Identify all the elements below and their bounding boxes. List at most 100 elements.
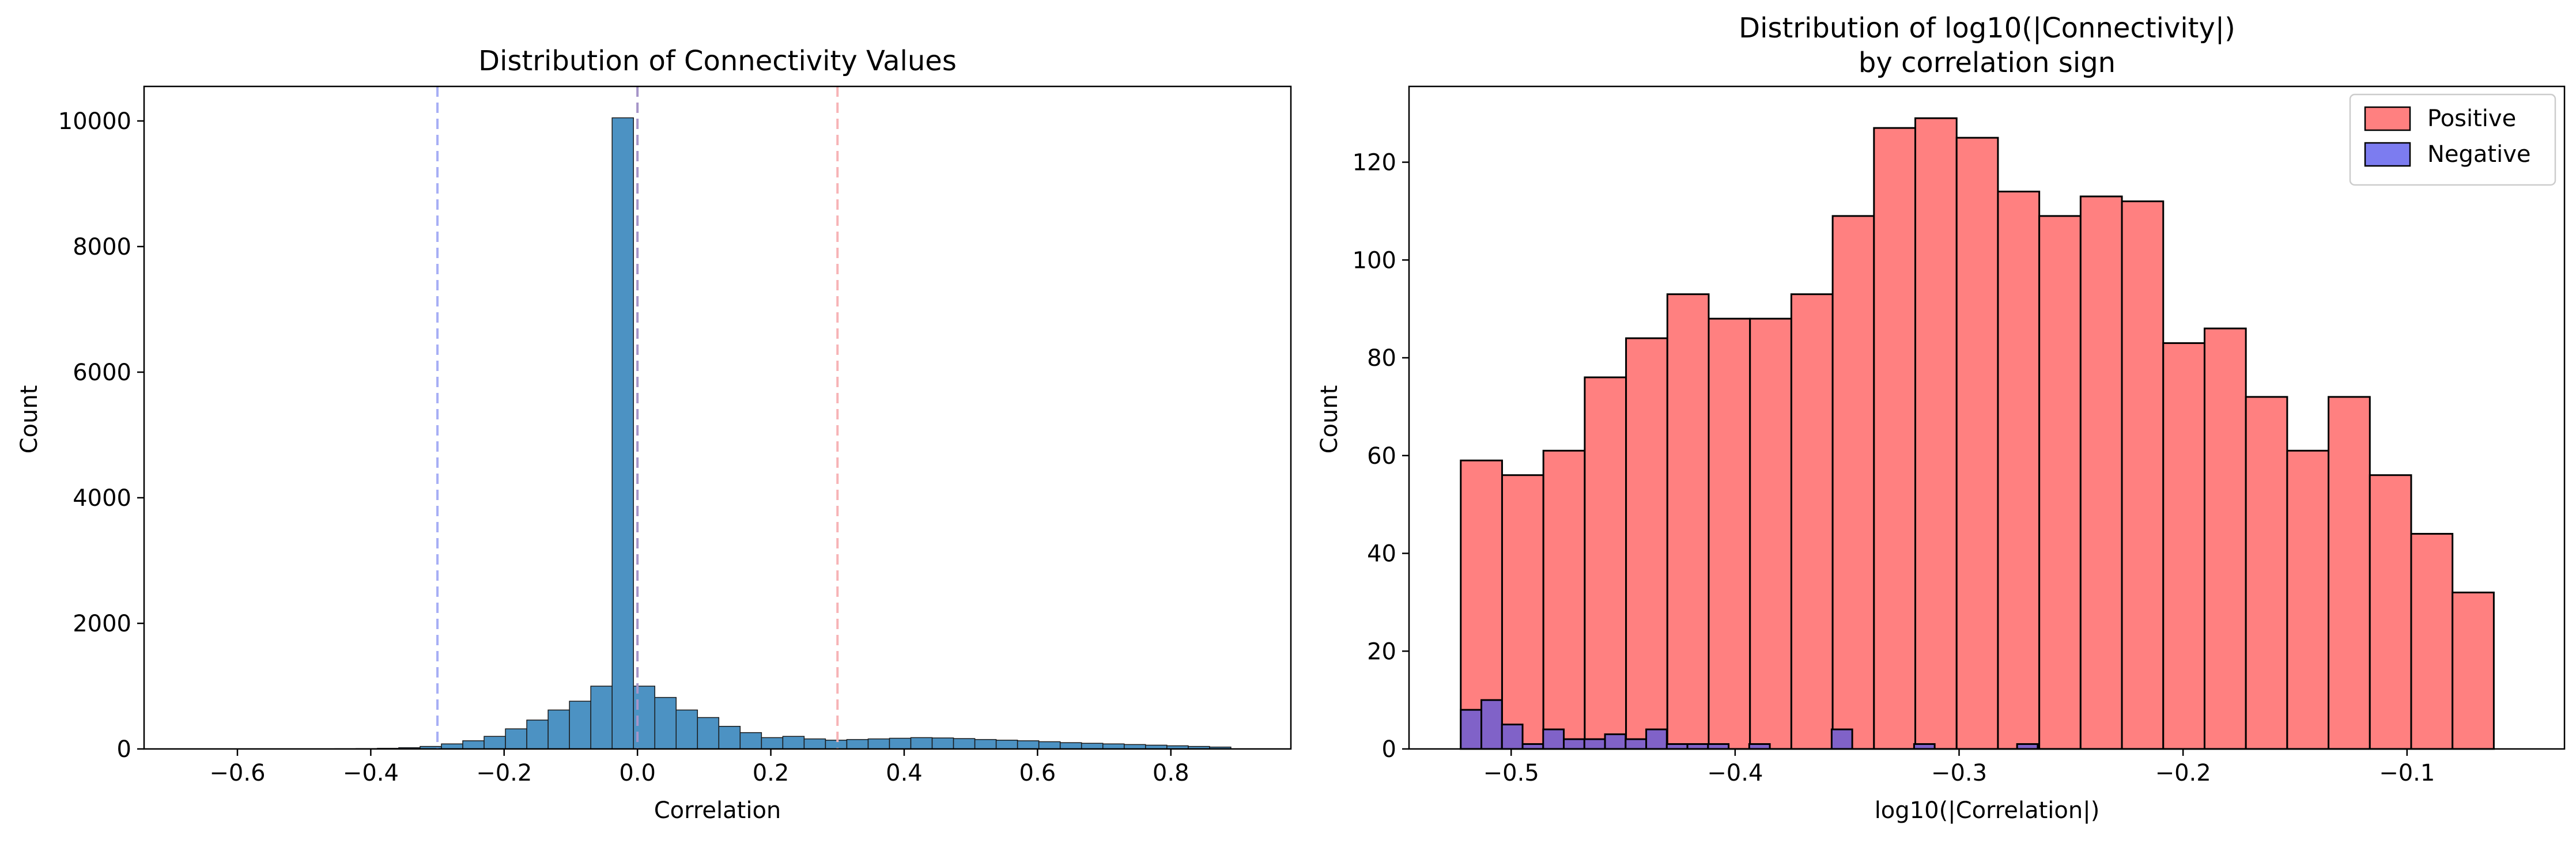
histogram-bar (996, 740, 1018, 749)
positive-bar (1956, 138, 1998, 749)
right-chart-title: Distribution of log10(|Connectivity|) (1739, 12, 2235, 44)
histogram-bar (1018, 741, 1039, 749)
positive-bar (1502, 475, 1543, 749)
x-tick-label: 0.6 (1019, 760, 1056, 786)
x-tick-label: 0.8 (1153, 760, 1189, 786)
y-tick-label: 20 (1367, 638, 1396, 665)
x-tick-label: −0.6 (209, 760, 265, 786)
x-tick-label: 0.4 (886, 760, 923, 786)
y-tick-label: 120 (1353, 150, 1396, 176)
histogram-bar (484, 736, 505, 749)
histogram-bar (548, 710, 569, 749)
histogram-bar (719, 726, 740, 749)
histogram-bar (1039, 741, 1060, 749)
y-tick-label: 80 (1367, 345, 1396, 372)
positive-bar (2329, 397, 2370, 749)
histogram-bar (740, 733, 761, 749)
histogram-bar (612, 118, 633, 749)
histogram-bar (911, 737, 932, 749)
positive-bar (2411, 534, 2453, 749)
negative-bar (1543, 729, 1564, 749)
negative-bar (1564, 739, 1585, 749)
y-tick-label: 4000 (73, 485, 131, 512)
negative-bar (1831, 729, 1852, 749)
negative-bar (1667, 744, 1687, 749)
positive-bar (2163, 343, 2205, 749)
histogram-bar (527, 720, 548, 749)
positive-bar (1791, 294, 1833, 749)
x-tick-label: −0.1 (2379, 760, 2435, 786)
y-tick-label: 60 (1367, 443, 1396, 470)
positive-bar (1833, 216, 1874, 749)
right-chart-subtitle: by correlation sign (1859, 47, 2116, 79)
positive-bar (1626, 338, 1668, 749)
positive-bar (2453, 592, 2494, 749)
x-tick-label: −0.4 (1707, 760, 1763, 786)
positive-bar (2039, 216, 2081, 749)
histogram-bar (1082, 743, 1103, 749)
x-tick-label: −0.3 (1931, 760, 1987, 786)
histogram-bar (1060, 743, 1082, 749)
histogram-bar (954, 739, 975, 749)
legend-swatch-negative (2365, 143, 2410, 166)
left-chart-title: Distribution of Connectivity Values (478, 45, 957, 77)
positive-bar (2246, 397, 2287, 749)
y-tick-label: 6000 (73, 359, 131, 386)
left-x-axis-label: Correlation (654, 797, 781, 824)
negative-bar (1687, 744, 1708, 749)
positive-bar (1543, 451, 1585, 749)
histogram-bar (783, 736, 804, 749)
negative-bar (1584, 739, 1605, 749)
positive-bar (2287, 451, 2329, 749)
histogram-bar (868, 739, 889, 749)
positive-bar (1874, 128, 1916, 749)
positive-bar (2370, 475, 2411, 749)
negative-bar (1914, 744, 1935, 749)
histogram-bar (505, 729, 527, 749)
histogram-bar (676, 710, 697, 749)
positive-bar (1750, 319, 1792, 749)
histogram-bar (1103, 744, 1124, 749)
right-y-axis-label: Count (1316, 385, 1343, 454)
positive-bar (2204, 328, 2246, 749)
negative-bar (1605, 735, 1626, 749)
y-tick-label: 8000 (73, 234, 131, 260)
positive-bar (2080, 196, 2122, 749)
negative-bar (1646, 729, 1667, 749)
x-tick-label: −0.4 (343, 760, 399, 786)
right-x-axis-label: log10(|Correlation|) (1875, 797, 2100, 824)
histogram-bar (591, 686, 612, 749)
negative-bar (1502, 725, 1523, 749)
histogram-bar (463, 741, 484, 749)
negative-bar (1523, 744, 1543, 749)
positive-bar (1585, 377, 1626, 749)
y-tick-label: 40 (1367, 541, 1396, 567)
histogram-bar (932, 738, 954, 749)
positive-bar (1667, 294, 1709, 749)
legend-swatch-positive (2365, 107, 2410, 130)
y-tick-label: 100 (1353, 247, 1396, 274)
negative-bar (1461, 710, 1482, 749)
y-tick-label: 0 (117, 736, 131, 763)
histogram-bar (847, 740, 868, 749)
x-tick-label: −0.5 (1483, 760, 1539, 786)
negative-bar (2017, 744, 2038, 749)
legend-label-negative: Negative (2427, 141, 2531, 168)
histogram-bar (804, 739, 825, 749)
positive-bar (1916, 118, 1957, 749)
histogram-bar (655, 698, 676, 749)
positive-bar (1998, 191, 2039, 749)
x-tick-label: 0.0 (619, 760, 656, 786)
x-tick-label: −0.2 (476, 760, 532, 786)
histogram-bar (825, 740, 847, 749)
y-tick-label: 0 (1382, 736, 1396, 763)
negative-bar (1626, 739, 1646, 749)
legend-label-positive: Positive (2427, 105, 2516, 132)
histogram-bar (441, 744, 463, 749)
negative-bar (1749, 744, 1770, 749)
legend: Positive Negative (2350, 94, 2555, 185)
x-tick-label: 0.2 (753, 760, 790, 786)
histogram-bar (975, 740, 996, 749)
